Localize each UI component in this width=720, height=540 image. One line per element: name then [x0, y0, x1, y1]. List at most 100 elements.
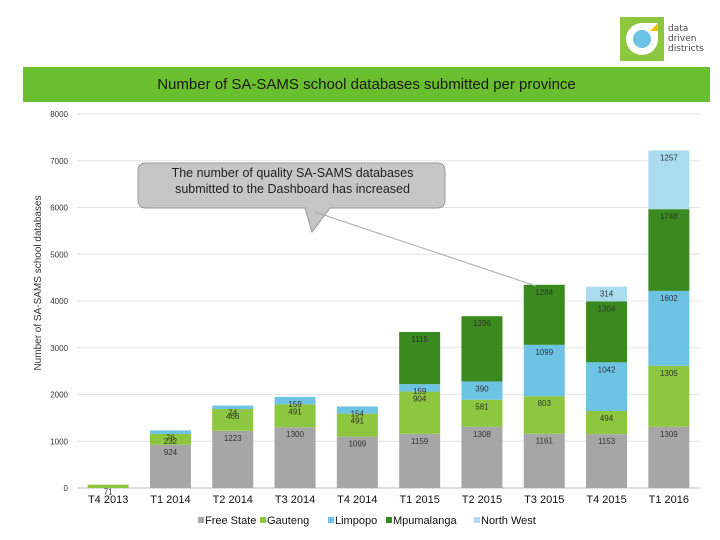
- bar-segment: [648, 290, 690, 366]
- data-label: 1748: [660, 212, 678, 221]
- data-driven-districts-logo: [620, 17, 664, 61]
- data-label: 466: [226, 412, 240, 421]
- bar-segment: [648, 365, 690, 427]
- bar-segment: [149, 444, 191, 488]
- legend-swatch: [328, 517, 334, 523]
- data-label: 904: [413, 395, 427, 404]
- bar-segment: [87, 484, 129, 488]
- data-label: 1153: [598, 437, 616, 446]
- data-label: 1159: [411, 437, 429, 446]
- data-label: 1042: [598, 365, 616, 374]
- x-tick-label: T2 2014: [213, 494, 253, 506]
- bar-segment: [586, 362, 628, 412]
- x-tick-label: T4 2013: [88, 494, 128, 506]
- logo-line-1: data: [668, 24, 689, 34]
- data-label: 1396: [473, 319, 491, 328]
- bar-segment: [336, 413, 378, 437]
- data-label: 1115: [411, 335, 428, 344]
- data-label: 1099: [348, 440, 366, 449]
- y-tick-label: 8000: [50, 110, 68, 119]
- data-label: 491: [288, 407, 302, 416]
- callout-pointer: [314, 211, 537, 287]
- y-tick-label: 7000: [50, 157, 68, 166]
- bar-segment: [399, 433, 441, 488]
- x-tick-label: T4 2015: [586, 494, 626, 506]
- legend-swatch: [260, 517, 266, 523]
- legend-swatch: [474, 517, 480, 523]
- y-tick-label: 5000: [50, 250, 68, 259]
- bar-segment: [274, 404, 316, 428]
- data-label: 1284: [535, 288, 553, 297]
- data-label: 314: [600, 290, 614, 299]
- bar-segment: [648, 426, 690, 488]
- x-tick-label: T1 2015: [399, 494, 439, 506]
- data-label: 1305: [660, 369, 678, 378]
- data-label: 76: [166, 433, 175, 442]
- bar-segment: [586, 301, 628, 363]
- data-label: 159: [288, 400, 302, 409]
- x-tick-label: T1 2014: [150, 494, 190, 506]
- bar-segment: [399, 331, 441, 385]
- bar-segment: [149, 430, 191, 434]
- bar-segment: [586, 286, 628, 302]
- logo-text: data driven districts: [668, 24, 704, 54]
- bar-segment: [648, 150, 690, 210]
- data-label: 1304: [598, 304, 616, 313]
- bar-segment: [336, 436, 378, 488]
- bar-segment: [523, 433, 565, 488]
- bar-segment: [336, 406, 378, 414]
- data-label: 1300: [286, 430, 304, 439]
- bar-segment: [461, 381, 503, 400]
- data-label: 1099: [535, 348, 553, 357]
- x-tick-label: T3 2014: [275, 494, 315, 506]
- data-label: 1308: [473, 430, 491, 439]
- legend-label: Mpumalanga: [393, 515, 457, 527]
- bar-segment: [523, 344, 565, 397]
- data-label: 581: [475, 403, 489, 412]
- x-tick-label: T4 2014: [337, 494, 377, 506]
- data-label: 491: [351, 417, 365, 426]
- bar-segment: [586, 434, 628, 488]
- data-label: 154: [351, 409, 365, 418]
- bar-segment: [274, 427, 316, 488]
- x-tick-label: T2 2015: [462, 494, 502, 506]
- bar-segment: [399, 391, 441, 434]
- logo-line-2: driven: [668, 34, 697, 44]
- data-label: 1602: [660, 294, 678, 303]
- data-label: 74: [228, 409, 237, 418]
- legend-swatch: [386, 517, 392, 523]
- data-label: 924: [164, 448, 178, 457]
- x-tick-label: T3 2015: [524, 494, 564, 506]
- bar-segment: [212, 430, 254, 488]
- bar-segment: [461, 316, 503, 382]
- bar-segment: [212, 409, 254, 431]
- legend-label: Limpopo: [335, 515, 377, 527]
- bar-segment: [461, 399, 503, 427]
- bar-segment: [274, 396, 316, 405]
- y-tick-label: 2000: [50, 391, 68, 400]
- data-label: 71: [104, 488, 113, 497]
- bar-segment: [523, 284, 565, 345]
- legend-swatch: [198, 517, 204, 523]
- legend-label: Free State: [205, 515, 256, 527]
- legend-label: North West: [481, 515, 536, 527]
- y-tick-label: 0: [64, 484, 69, 493]
- data-label: 803: [538, 399, 552, 408]
- bar-segment: [399, 384, 441, 392]
- data-label: 1161: [536, 437, 554, 446]
- x-tick-label: T1 2016: [649, 494, 689, 506]
- data-label: 1223: [224, 434, 242, 443]
- bar-segment: [461, 426, 503, 488]
- data-label: 1309: [660, 430, 678, 439]
- data-label: 232: [164, 437, 178, 446]
- logo-line-3: districts: [668, 44, 704, 54]
- y-tick-label: 4000: [50, 297, 68, 306]
- callout-bubble: [137, 162, 446, 234]
- callout-text: The number of quality SA-SAMS databases …: [171, 166, 414, 196]
- chart-title: Number of SA-SAMS school databases submi…: [157, 76, 576, 93]
- y-axis-label: Number of SA-SAMS school databases: [33, 195, 44, 370]
- data-label: 159: [413, 387, 427, 396]
- bar-segment: [212, 405, 254, 410]
- title-bar: Number of SA-SAMS school databases submi…: [23, 67, 710, 102]
